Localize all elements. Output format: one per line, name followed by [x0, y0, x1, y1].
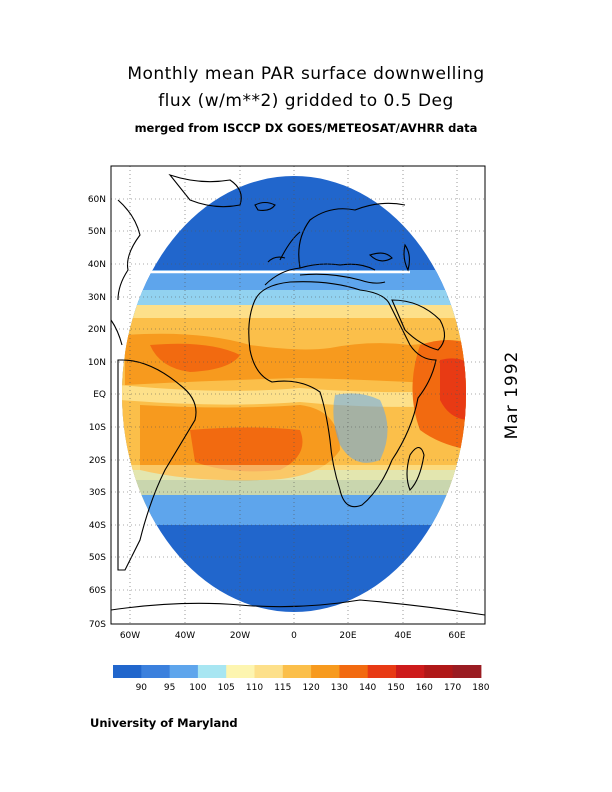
lat-label: 10N	[88, 358, 106, 368]
lon-label: 20W	[230, 631, 250, 641]
lat-label: 40S	[89, 521, 106, 531]
title-line-3: merged from ISCCP DX GOES/METEOSAT/AVHRR…	[134, 121, 478, 135]
lat-label: EQ	[93, 390, 106, 400]
longitude-axis: 60W 40W 20W 0 20E 40E 60E	[120, 631, 466, 641]
colorbar-label: 160	[416, 683, 433, 693]
colorbar-label: 105	[218, 683, 235, 693]
lat-label: 20N	[88, 325, 106, 335]
title-line-2: flux (w/m**2) gridded to 0.5 Deg	[158, 91, 454, 111]
colorbar-swatch	[311, 665, 340, 678]
lat-label: 60N	[88, 195, 106, 205]
colorbar-label: 95	[164, 683, 175, 693]
colorbar-swatch	[452, 665, 482, 678]
lat-label: 50N	[88, 227, 106, 237]
lon-label: 60W	[120, 631, 140, 641]
latitude-axis: 60N 50N 40N 30N 20N 10N EQ 10S 20S 30S 4…	[88, 195, 106, 630]
colorbar-label: 170	[444, 683, 461, 693]
colorbar-label: 120	[303, 683, 320, 693]
title-line-1: Monthly mean PAR surface downwelling	[127, 64, 485, 84]
colorbar-swatch	[169, 665, 199, 678]
lat-label: 10S	[89, 423, 106, 433]
colorbar-swatch	[113, 665, 142, 678]
lat-label: 30S	[89, 488, 106, 498]
map-frame	[110, 165, 486, 625]
colorbar-swatch	[254, 665, 284, 678]
colorbar-swatch	[367, 665, 397, 678]
colorbar-label: 140	[359, 683, 376, 693]
flux-bands	[122, 270, 466, 525]
colorbar-label: 150	[387, 683, 404, 693]
lon-label: 20E	[339, 631, 356, 641]
colorbar-swatch	[197, 665, 227, 678]
lon-label: 40E	[394, 631, 411, 641]
colorbar-swatch	[282, 665, 312, 678]
colorbar-label: 130	[331, 683, 348, 693]
colorbar-swatch	[339, 665, 369, 678]
lon-label: 40W	[175, 631, 195, 641]
graticule	[111, 166, 485, 624]
colorbar-swatch	[396, 665, 425, 678]
lat-label: 30N	[88, 293, 106, 303]
colorbar-label: 110	[246, 683, 263, 693]
date-label: Mar 1992	[502, 350, 522, 440]
lat-label: 40N	[88, 260, 106, 270]
map-field	[111, 166, 485, 624]
colorbar-swatch	[424, 665, 454, 678]
colorbar-label: 180	[472, 683, 489, 693]
lat-label: 60S	[89, 586, 106, 596]
colorbar-label: 100	[189, 683, 206, 693]
colorbar: 90 95 100 105 110 115 120 130 140 150 160 170 180	[113, 665, 490, 693]
credit-text: University of Maryland	[90, 716, 238, 730]
lat-label: 50S	[89, 553, 106, 563]
lat-label: 20S	[89, 456, 106, 466]
coastlines	[111, 173, 485, 616]
colorbar-label: 90	[136, 683, 148, 693]
colorbar-swatch	[226, 665, 255, 678]
lon-label: 0	[291, 631, 297, 641]
lat-label: 70S	[89, 620, 106, 630]
colorbar-swatch	[141, 665, 171, 678]
lon-label: 60E	[448, 631, 465, 641]
colorbar-label: 115	[274, 683, 291, 693]
